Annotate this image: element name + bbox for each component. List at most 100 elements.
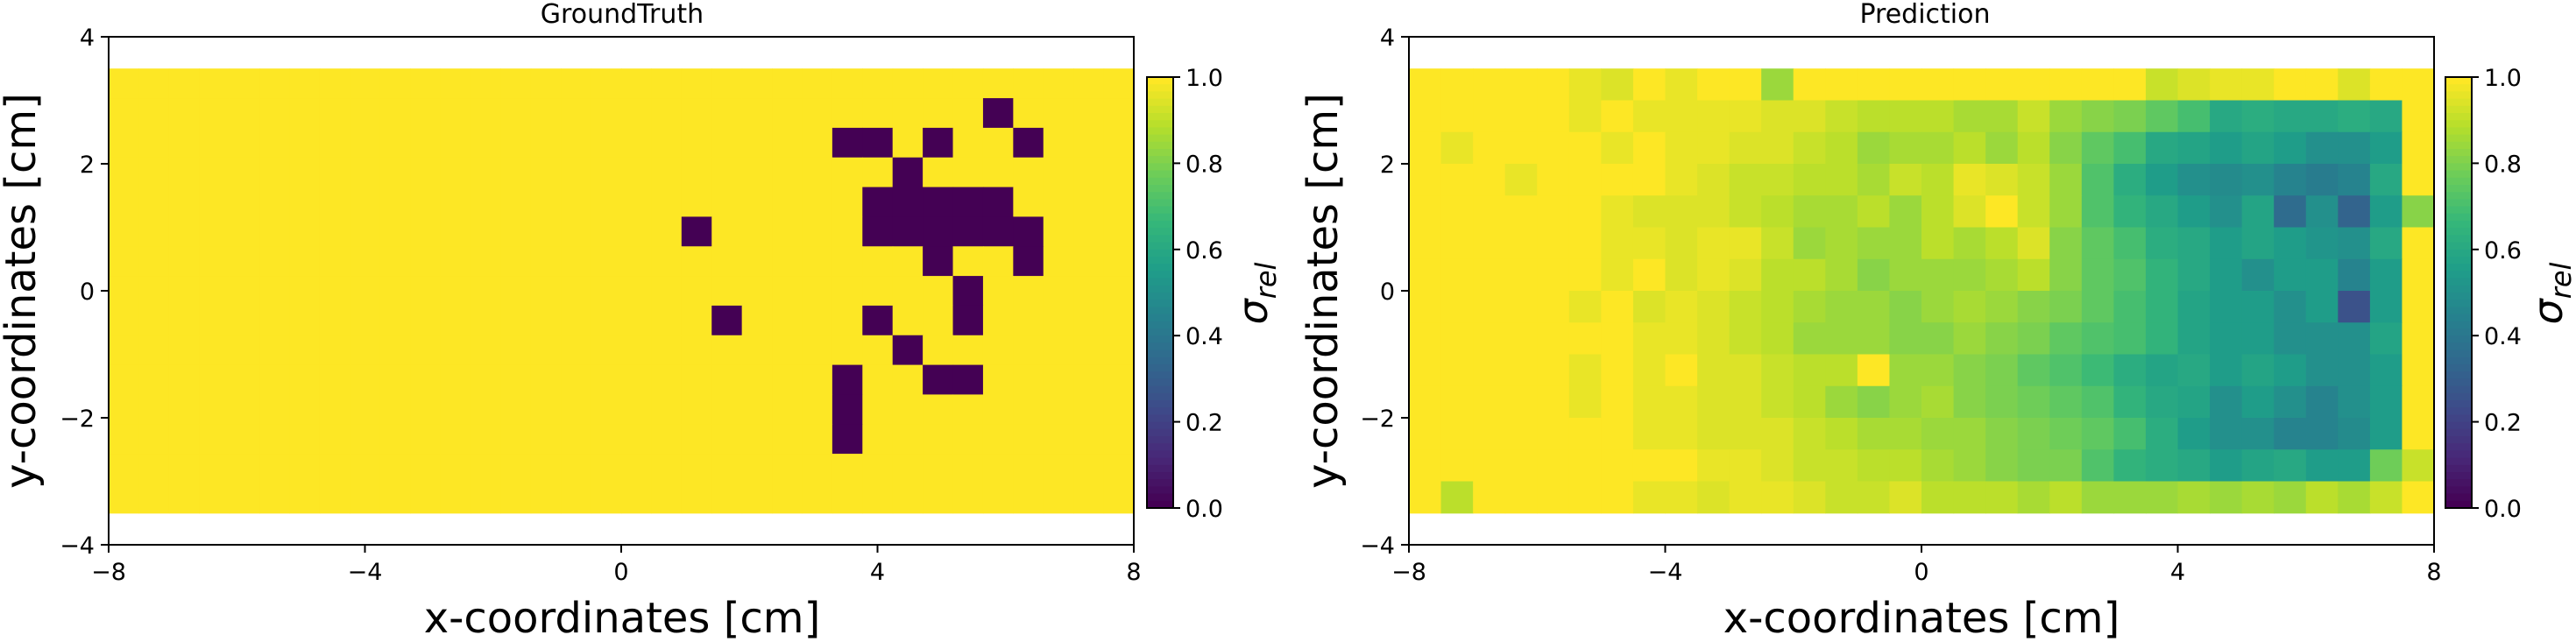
colorbar-segment: [1147, 192, 1173, 201]
heatmap-cell: [982, 246, 1014, 277]
heatmap-cell: [530, 364, 562, 396]
heatmap-cell: [2113, 449, 2147, 483]
heatmap-cell: [2113, 164, 2147, 196]
heatmap-cell: [561, 246, 592, 277]
heatmap-cell: [1043, 276, 1074, 307]
heatmap-cell: [561, 364, 592, 396]
heatmap-cell: [1473, 164, 1506, 196]
heatmap-cell: [1073, 127, 1105, 159]
heatmap-cell: [711, 483, 743, 514]
colorbar-segment: [2445, 457, 2472, 466]
heatmap-cell: [2177, 100, 2211, 133]
heatmap-cell: [741, 483, 773, 514]
colorbar-label-subscript: rel: [1249, 262, 1283, 299]
heatmap-cell: [2338, 322, 2371, 356]
groundtruth-colorbar: [1146, 76, 1174, 509]
colorbar-segment: [1147, 242, 1173, 250]
heatmap-cell: [772, 187, 803, 218]
heatmap-cell: [229, 276, 260, 307]
heatmap-cell: [1632, 227, 1667, 260]
heatmap-cell: [1889, 68, 1922, 102]
heatmap-cell: [923, 335, 954, 366]
heatmap-cell: [1857, 164, 1891, 196]
colorbar-segment: [1147, 199, 1173, 208]
heatmap-cell: [2274, 68, 2307, 102]
groundtruth-colorbar-ticks: 0.0 0.2 0.4 0.6 0.8 1.0: [1173, 65, 1223, 523]
colorbar-tick-label: 0.8: [2484, 151, 2522, 178]
heatmap-cell: [440, 246, 471, 277]
heatmap-cell: [470, 305, 501, 336]
heatmap-cell: [109, 68, 140, 99]
heatmap-cell: [651, 483, 683, 514]
heatmap-cell: [319, 157, 350, 188]
heatmap-cell: [2402, 354, 2435, 387]
colorbar-segment: [1147, 300, 1173, 308]
colorbar-segment: [1147, 414, 1173, 423]
heatmap-cell: [1073, 424, 1105, 455]
heatmap-cell: [138, 454, 170, 484]
colorbar-segment: [2445, 335, 2472, 344]
heatmap-cell: [2210, 258, 2243, 292]
heatmap-cell: [711, 98, 743, 129]
heatmap-cell: [440, 68, 471, 99]
heatmap-cell: [168, 424, 200, 455]
heatmap-cell: [319, 364, 350, 396]
prediction-colorbar-ticks: 0.0 0.2 0.4 0.6 0.8 1.0: [2472, 65, 2522, 523]
heatmap-cell: [892, 246, 924, 277]
heatmap-cell: [892, 98, 924, 129]
heatmap-cell: [1697, 131, 1730, 165]
heatmap-cell: [1073, 157, 1105, 188]
heatmap-cell: [229, 127, 260, 159]
heatmap-cell: [379, 483, 411, 514]
colorbar-segment: [1147, 464, 1173, 473]
heatmap-cell: [1073, 305, 1105, 336]
heatmap-cell: [1043, 157, 1074, 188]
heatmap-cell: [168, 246, 200, 277]
heatmap-cell: [168, 187, 200, 218]
heatmap-cell: [1857, 418, 1891, 450]
heatmap-cell: [1761, 354, 1794, 387]
heatmap-cell: [711, 305, 743, 336]
heatmap-cell: [621, 483, 653, 514]
heatmap-cell: [1761, 322, 1794, 356]
heatmap-cell: [2305, 418, 2339, 450]
heatmap-cell: [109, 98, 140, 129]
heatmap-cell: [2113, 385, 2147, 419]
heatmap-cell: [530, 335, 562, 366]
colorbar-segment: [1147, 77, 1173, 85]
heatmap-cell: [1793, 418, 1826, 450]
heatmap-cell: [1504, 418, 1538, 450]
heatmap-cell: [2210, 449, 2243, 483]
heatmap-cell: [1537, 418, 1570, 450]
heatmap-cell: [923, 424, 954, 455]
heatmap-cell: [1632, 322, 1667, 356]
colorbar-segment: [2445, 385, 2472, 394]
heatmap-cell: [1729, 68, 1762, 102]
heatmap-cell: [561, 98, 592, 129]
heatmap-cell: [289, 216, 321, 247]
colorbar-segment: [2445, 414, 2472, 423]
colorbar-segment: [1147, 91, 1173, 100]
colorbar-segment: [2445, 77, 2472, 85]
heatmap-cell: [1568, 322, 1602, 356]
heatmap-cell: [862, 276, 894, 307]
heatmap-cell: [681, 246, 712, 277]
heatmap-cell: [561, 68, 592, 99]
heatmap-cell: [138, 246, 170, 277]
heatmap-cell: [621, 364, 653, 396]
heatmap-cell: [379, 364, 411, 396]
heatmap-cell: [741, 424, 773, 455]
heatmap-cell: [2081, 258, 2114, 292]
heatmap-cell: [350, 454, 381, 484]
colorbar-segment: [2445, 199, 2472, 208]
heatmap-cell: [591, 454, 622, 484]
heatmap-cell: [1889, 449, 1922, 483]
heatmap-cell: [802, 246, 833, 277]
heatmap-cell: [1440, 195, 1474, 229]
heatmap-cell: [621, 454, 653, 484]
heatmap-cell: [1013, 187, 1044, 218]
heatmap-cell: [1729, 322, 1762, 356]
heatmap-cell: [561, 394, 592, 425]
heatmap-cell: [2274, 322, 2307, 356]
colorbar-segment: [1147, 113, 1173, 121]
